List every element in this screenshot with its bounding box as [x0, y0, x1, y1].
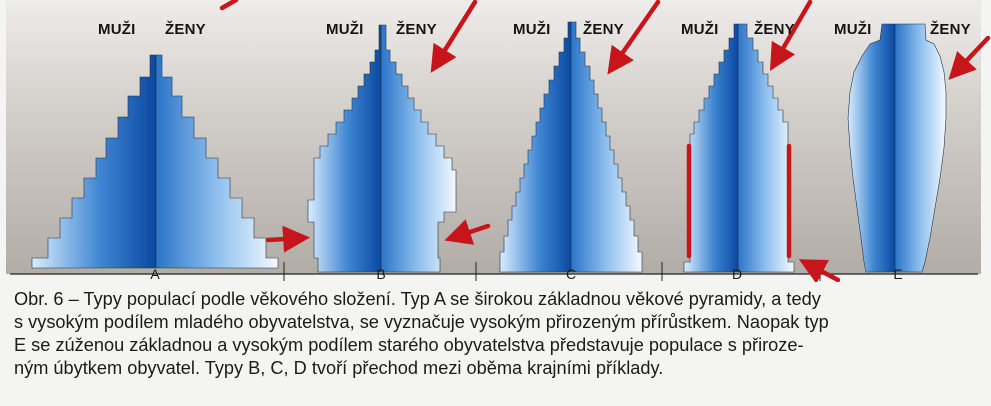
header-women-c: ŽENY [583, 21, 624, 38]
header-men-b: MUŽI [326, 21, 364, 38]
caption-line: E se zúženou základnou a vysokým podílem… [14, 335, 804, 355]
pyramids-illustration [6, 0, 991, 282]
header-women-a: ŽENY [165, 21, 206, 38]
pyramid-b-female [380, 24, 457, 273]
red-annotations [219, 0, 991, 282]
pyramid-b-male [307, 24, 382, 273]
header-men-a: MUŽI [98, 21, 136, 38]
header-women-e: ŽENY [930, 21, 971, 38]
caption-line: Obr. 6 – Typy populací podle věkového sl… [14, 289, 821, 309]
arrow-b-left [265, 225, 311, 253]
arrow-a-top [219, 0, 239, 11]
pyramid-c-female [570, 21, 643, 273]
pyramid-e-male [847, 23, 896, 273]
panel-label-e: E [893, 266, 903, 282]
pyramid-d-male [683, 23, 739, 273]
arrow-d-bottom [798, 259, 841, 282]
header-women-b: ŽENY [396, 21, 437, 38]
header-men-c: MUŽI [513, 21, 551, 38]
figure-caption: Obr. 6 – Typy populací podle věkového sl… [14, 288, 980, 380]
arrow-d-top [769, 0, 813, 72]
header-women-d: ŽENY [754, 21, 795, 38]
pyramid-e-female [894, 23, 947, 273]
pyramid-a-male [31, 54, 157, 269]
panel-label-d: D [731, 266, 743, 282]
panel-label-a: A [150, 266, 160, 282]
panel-label-c: C [565, 266, 577, 282]
header-men-e: MUŽI [834, 21, 872, 38]
pyramid-a-female [155, 54, 279, 269]
caption-line: ným úbytkem obyvatel. Typy B, C, D tvoří… [14, 358, 664, 378]
caption-line: s vysokým podílem mladého obyvatelstva, … [14, 312, 829, 332]
pyramid-d-female [737, 23, 795, 273]
arrow-b-right [444, 219, 491, 245]
arrow-b-top [430, 0, 478, 73]
arrow-e-right [948, 35, 991, 80]
population-pyramids-figure: MUŽI ŽENY MUŽI ŽENY MUŽI ŽENY MUŽI ŽENY … [6, 0, 991, 282]
header-men-d: MUŽI [681, 21, 719, 38]
panel-label-b: B [376, 266, 386, 282]
arrow-c-top [607, 0, 661, 75]
pyramid-c-male [499, 21, 572, 273]
